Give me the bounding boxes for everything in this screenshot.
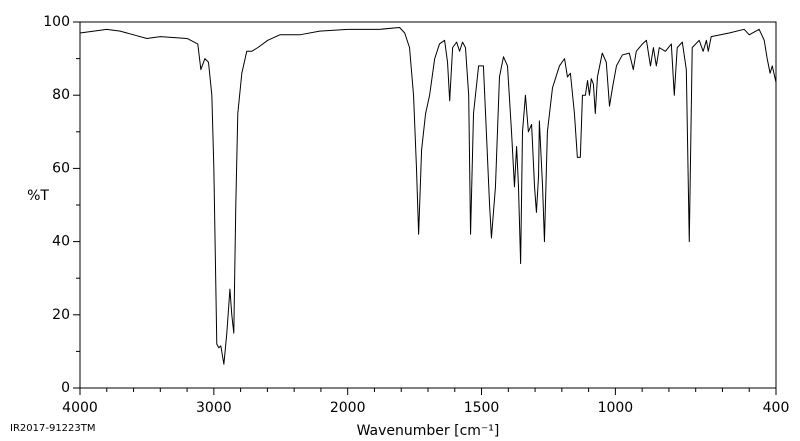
- y-tick-label: 80: [52, 87, 70, 103]
- y-axis-label: %T: [27, 188, 49, 204]
- y-tick-label: 20: [52, 307, 70, 323]
- annotation: IR2017-91223TM: [10, 423, 96, 434]
- x-tick-label: 3000: [196, 400, 232, 416]
- x-tick-label: 4000: [62, 400, 98, 416]
- x-tick-label: 1000: [598, 400, 634, 416]
- x-tick-label: 2000: [330, 400, 366, 416]
- x-tick-label: 400: [763, 400, 790, 416]
- x-axis-label: Wavenumber [cm⁻¹]: [357, 423, 500, 439]
- y-tick-label: 40: [52, 234, 70, 250]
- plot-frame: [79, 21, 777, 389]
- spectrum-line: [79, 26, 777, 365]
- y-tick-label: 60: [52, 160, 70, 176]
- y-tick-label: 100: [43, 14, 70, 30]
- x-tick-label: 1500: [464, 400, 500, 416]
- y-tick-label: 0: [61, 380, 70, 396]
